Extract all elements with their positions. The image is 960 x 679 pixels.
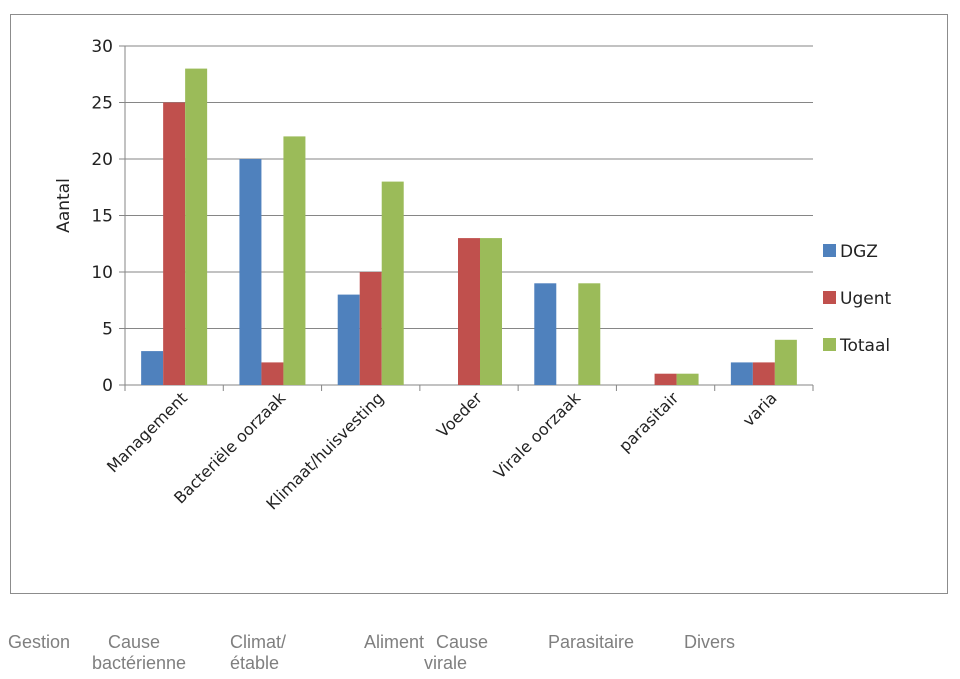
chart-frame: 0 5 10 15 20 25 30 Aantal Management Bacteriële o… (10, 14, 948, 594)
y-tick-label: 5 (102, 320, 113, 340)
y-tick-label: 25 (91, 94, 113, 114)
bar-ugent (654, 373, 677, 385)
y-axis-title: Aantal (54, 178, 74, 233)
bar-ugent (458, 238, 480, 385)
legend-swatch-totaal (823, 338, 836, 351)
legend-label-totaal: Totaal (839, 336, 890, 356)
bar-totaal (283, 136, 306, 385)
legend-label-ugent: Ugent (840, 289, 891, 309)
bar-ugent (752, 362, 775, 385)
bar-totaal (774, 339, 797, 385)
bar-ugent (163, 102, 186, 385)
translation-label: Gestion (8, 632, 71, 652)
y-tick-label: 0 (102, 376, 113, 396)
x-category-label: Voeder (433, 388, 486, 441)
bar-dgz (141, 351, 164, 385)
y-tick-label: 10 (91, 263, 113, 283)
translation-label: Cause virale (424, 632, 489, 673)
bar-dgz (534, 283, 557, 385)
bar-ugent (261, 362, 284, 385)
bar-totaal (480, 238, 502, 385)
x-category-label: varia (739, 388, 781, 430)
x-category-label: Management (103, 388, 191, 476)
bar-totaal (676, 373, 699, 385)
legend-swatch-ugent (823, 291, 836, 304)
translation-label: Climat/étable (230, 632, 287, 673)
legend-label-dgz: DGZ (840, 242, 878, 262)
x-category-label: Virale oorzaak (490, 388, 585, 483)
bar-totaal (185, 68, 208, 385)
translation-label: Aliment (364, 632, 425, 652)
legend-swatch-dgz (823, 244, 836, 257)
bar-totaal (578, 283, 601, 385)
translation-label: Divers (684, 632, 736, 652)
bar-totaal (381, 181, 404, 385)
bar-ugent (359, 272, 382, 385)
translation-label: Parasitaire (548, 632, 635, 652)
bar-dgz (730, 362, 753, 385)
x-category-label: parasitair (615, 388, 683, 456)
y-tick-label: 15 (91, 207, 113, 227)
bar-dgz (337, 294, 360, 385)
y-tick-label: 20 (91, 150, 113, 170)
translation-label: Cause bactérienne (92, 632, 187, 673)
y-tick-label: 30 (91, 37, 113, 57)
bar-dgz (239, 159, 262, 385)
